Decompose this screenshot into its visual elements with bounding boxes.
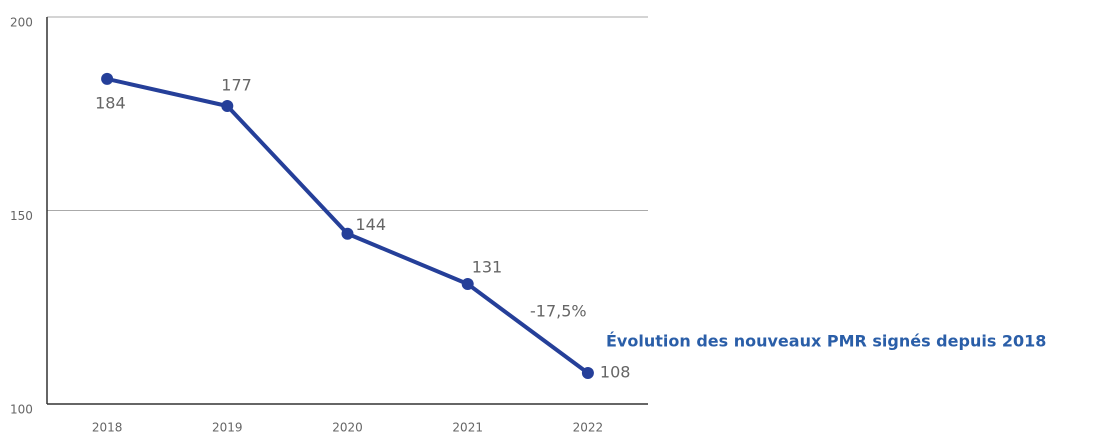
point <box>461 278 474 291</box>
x-tick-label: 2020 <box>332 421 363 434</box>
x-tick-label: 2018 <box>92 421 123 434</box>
data-label: 177 <box>221 76 252 95</box>
x-tick-label: 2021 <box>452 421 483 434</box>
point <box>221 100 234 113</box>
chart-title: Évolution des nouveaux PMR signés depuis… <box>606 332 1046 351</box>
point <box>581 367 594 380</box>
y-tick-label: 150 <box>10 209 33 223</box>
data-label: 108 <box>600 363 631 382</box>
point <box>101 72 114 85</box>
x-tick-label: 2022 <box>573 421 604 434</box>
data-label: 144 <box>356 215 387 234</box>
data-label: 184 <box>95 93 126 112</box>
annotation: -17,5% <box>530 302 587 321</box>
point <box>341 227 354 240</box>
y-tick-label: 200 <box>10 16 33 30</box>
y-tick-label: 100 <box>10 403 33 417</box>
x-tick-label: 2019 <box>212 421 243 434</box>
data-label: 131 <box>472 258 503 277</box>
series-line <box>106 76 590 375</box>
